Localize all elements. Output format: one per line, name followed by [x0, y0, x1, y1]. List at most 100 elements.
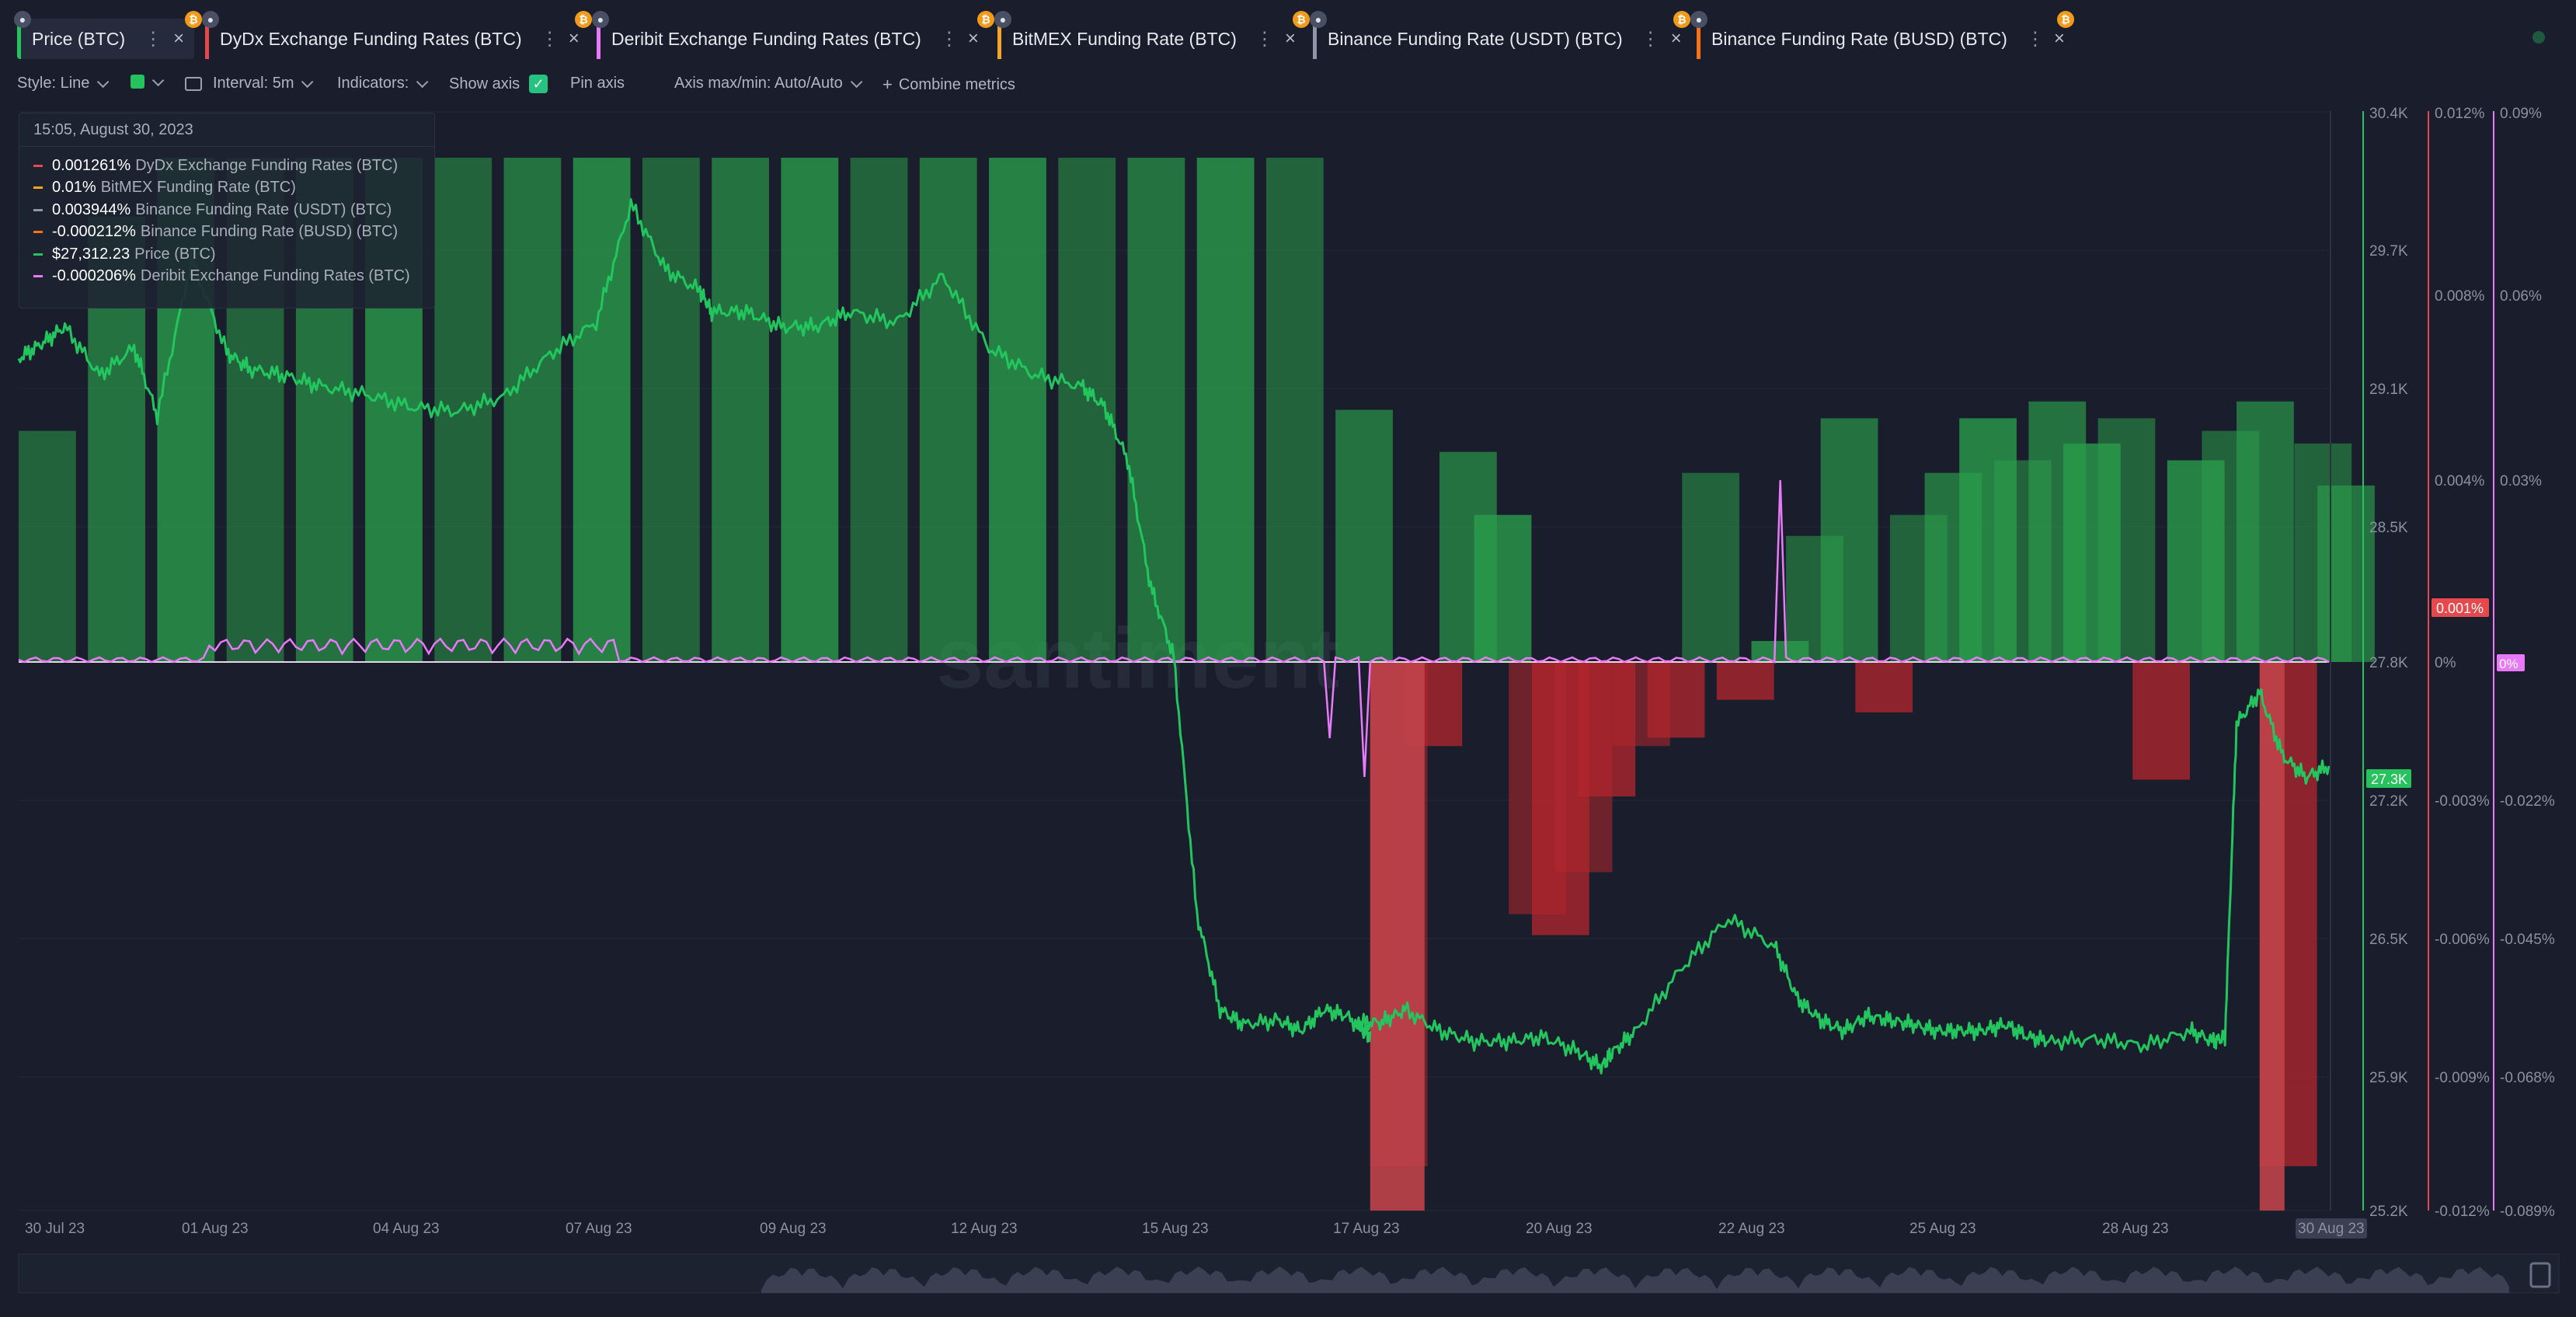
x-axis-tick: 20 Aug 23	[1526, 1221, 1593, 1237]
tab-label: Price (BTC)	[32, 28, 126, 49]
lock-icon: ●	[14, 11, 31, 28]
rate-bar	[1855, 662, 1913, 713]
tab-binance-busd[interactable]: Binance Funding Rate (BUSD) (BTC) ⋮ ×	[1697, 19, 2065, 59]
rate-bar	[850, 158, 908, 662]
rate-bar	[2097, 418, 2156, 662]
bitcoin-icon: ₿	[1293, 11, 1310, 28]
combine-label: Combine metrics	[898, 75, 1015, 93]
legend-value: -0.000206%	[52, 267, 136, 285]
x-axis-current-badge	[2296, 1218, 2367, 1239]
indicators-label: Indicators:	[337, 75, 409, 92]
price-axis-tick: 28.5K	[2369, 520, 2408, 536]
x-axis-tick: 04 Aug 23	[373, 1221, 440, 1237]
x-axis-tick: 12 Aug 23	[951, 1221, 1018, 1237]
tab-deribit[interactable]: Deribit Exchange Funding Rates (BTC) ⋮ ×	[597, 19, 979, 59]
legend-value: -0.000212%	[52, 223, 136, 241]
color-picker[interactable]	[131, 74, 165, 89]
tab-bitmex[interactable]: BitMEX Funding Rate (BTC) ⋮ ×	[997, 19, 1302, 59]
price-current-badge	[2366, 769, 2411, 788]
tab-label: Deribit Exchange Funding Rates (BTC)	[611, 28, 921, 49]
axis-range-dropdown[interactable]: Axis max/min: Auto/Auto	[674, 75, 863, 92]
deribit-current-value: 0%	[2499, 657, 2519, 671]
legend-name: DyDx Exchange Funding Rates (BTC)	[135, 156, 399, 174]
legend-row-bitmex: 0.01% BitMEX Funding Rate (BTC)	[19, 177, 434, 200]
navigator-volume	[761, 1266, 2509, 1293]
legend-name: Deribit Exchange Funding Rates (BTC)	[140, 267, 410, 285]
legend-value: 0.003944%	[52, 200, 131, 218]
calendar-icon	[185, 76, 202, 91]
bitcoin-icon: ₿	[977, 11, 994, 28]
close-icon[interactable]: ×	[967, 28, 979, 49]
lock-icon: ●	[202, 11, 219, 28]
lock-icon: ●	[994, 11, 1011, 28]
checkbox-checked-icon[interactable]: ✓	[529, 75, 548, 93]
dydx-axis-tick: -0.009%	[2435, 1070, 2490, 1086]
rate-bar	[19, 430, 76, 662]
price-axis-tick: 25.9K	[2369, 1070, 2408, 1086]
tab-dydx[interactable]: DyDx Exchange Funding Rates (BTC) ⋮ ×	[205, 19, 580, 59]
tab-label: DyDx Exchange Funding Rates (BTC)	[220, 28, 522, 49]
rate-bar	[919, 158, 977, 662]
bitcoin-icon: ₿	[575, 11, 592, 28]
chart-toolbar: Style: Line Interval: 5m Indicators: Sho…	[0, 68, 2576, 99]
legend-row-dydx: 0.001261% DyDx Exchange Funding Rates (BT…	[19, 155, 434, 177]
deribit-axis-tick: 0.03%	[2500, 473, 2542, 490]
rate-bar	[642, 158, 700, 662]
dydx-axis-tick: 0.004%	[2435, 473, 2485, 490]
series-color-marker	[33, 164, 43, 167]
rate-bar	[1335, 409, 1393, 662]
dydx-current-badge	[2432, 598, 2489, 617]
rate-bar	[1265, 158, 1324, 662]
close-icon[interactable]: ×	[1670, 28, 1682, 49]
lock-icon: ●	[592, 11, 609, 28]
rate-bar	[2132, 662, 2190, 780]
color-swatch	[131, 75, 144, 89]
price-axis-tick: 30.4K	[2369, 106, 2408, 122]
style-dropdown[interactable]: Style: Line	[17, 75, 110, 92]
dydx-axis-tick: 0%	[2435, 655, 2456, 671]
rate-bar	[1716, 662, 1774, 700]
rate-bar	[989, 158, 1046, 662]
rate-bar	[1127, 158, 1185, 662]
bitcoin-icon: ₿	[1673, 11, 1690, 28]
rate-bar	[2237, 401, 2294, 662]
deribit-axis-tick: -0.045%	[2500, 932, 2555, 948]
indicators-dropdown[interactable]: Indicators:	[337, 75, 429, 92]
legend-value: $27,312.23	[52, 245, 131, 263]
tab-label: Binance Funding Rate (USDT) (BTC)	[1328, 28, 1623, 49]
legend-row-deribit: -0.000206% Deribit Exchange Funding Rates…	[19, 266, 434, 288]
lock-icon: ●	[1690, 11, 1707, 28]
x-axis-tick: 30 Aug 23	[2298, 1221, 2365, 1237]
x-axis-tick: 15 Aug 23	[1142, 1221, 1209, 1237]
rate-bar	[2259, 662, 2285, 1211]
series-color-marker	[33, 208, 43, 211]
pin-axis-toggle[interactable]: Pin axis	[570, 75, 625, 92]
price-series-line	[17, 198, 2331, 1075]
close-icon[interactable]: ×	[1284, 28, 1296, 49]
x-axis-tick: 25 Aug 23	[1909, 1221, 1976, 1237]
deribit-axis-tick: -0.089%	[2500, 1204, 2555, 1220]
lock-icon: ●	[1310, 11, 1327, 28]
tab-price[interactable]: Price (BTC) ⋮ ×	[17, 19, 194, 59]
tab-label: BitMEX Funding Rate (BTC)	[1012, 28, 1237, 49]
close-icon[interactable]: ×	[568, 28, 580, 49]
series-color-marker	[33, 275, 43, 278]
price-axis-tick: 29.7K	[2369, 243, 2408, 260]
tab-binance-usdt[interactable]: Binance Funding Rate (USDT) (BTC) ⋮ ×	[1313, 19, 1698, 59]
close-icon[interactable]: ×	[2053, 28, 2065, 49]
show-axis-toggle[interactable]: Show axis ✓	[449, 75, 548, 93]
legend-name: Binance Funding Rate (USDT) (BTC)	[135, 200, 392, 218]
x-axis-tick: 22 Aug 23	[1718, 1221, 1785, 1237]
price-axis-tick: 26.5K	[2369, 932, 2408, 948]
combine-metrics-button[interactable]: + Combine metrics	[882, 75, 1015, 95]
x-axis-tick: 09 Aug 23	[760, 1221, 827, 1237]
rate-bar	[573, 158, 631, 662]
rate-bar	[1196, 158, 1255, 662]
deribit-axis-tick: 0.06%	[2500, 288, 2542, 305]
close-icon[interactable]: ×	[173, 28, 185, 49]
legend-row-binance-usdt: 0.003944% Binance Funding Rate (USDT) (BT…	[19, 199, 434, 221]
price-current-value: 27.3K	[2371, 772, 2407, 787]
bitcoin-icon: ₿	[185, 11, 202, 28]
interval-dropdown[interactable]: Interval: 5m	[185, 75, 314, 92]
dydx-axis-tick: -0.003%	[2435, 793, 2490, 810]
